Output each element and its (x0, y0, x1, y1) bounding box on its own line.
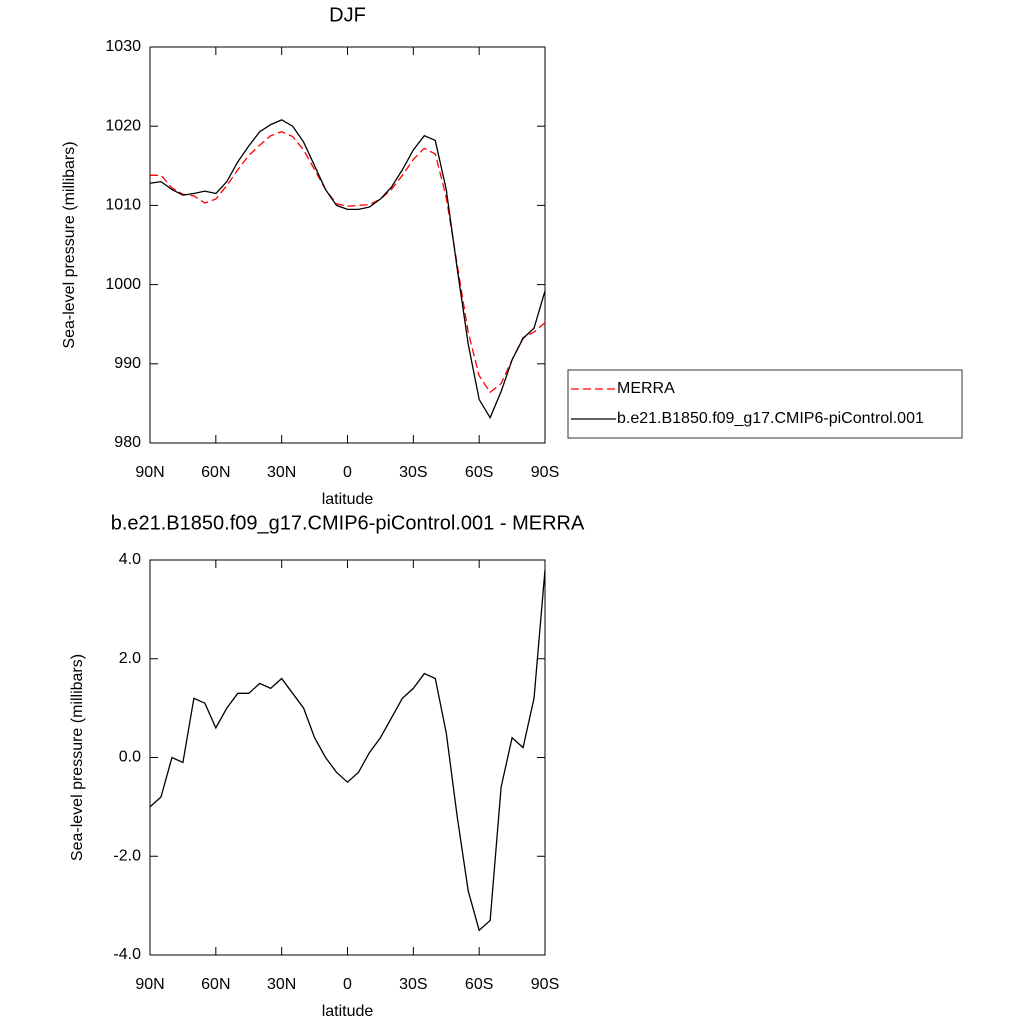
chart-title: DJF (329, 4, 366, 26)
y-tick-label: 4.0 (119, 551, 141, 568)
data-line (150, 131, 546, 394)
x-tick-label: 90N (135, 976, 164, 993)
y-axis-label: Sea-level pressure (millibars) (69, 654, 86, 861)
y-tick-label: 1010 (105, 197, 141, 214)
x-tick-label: 60S (465, 976, 493, 993)
x-tick-label: 30S (399, 464, 427, 481)
x-tick-label: 60N (201, 976, 230, 993)
x-tick-label: 90S (531, 464, 559, 481)
y-tick-label: -2.0 (113, 847, 141, 864)
x-tick-label: 30N (267, 976, 296, 993)
x-tick-label: 90S (531, 976, 559, 993)
legend-box (567, 369, 963, 439)
x-tick-label: 30N (267, 464, 296, 481)
y-tick-label: 990 (114, 355, 141, 372)
x-tick-label: 60N (201, 464, 230, 481)
y-tick-label: -4.0 (113, 946, 141, 963)
x-tick-label: 0 (343, 464, 352, 481)
plot-frame (149, 559, 546, 956)
x-tick-label: 0 (343, 976, 352, 993)
y-tick-label: 0.0 (119, 749, 141, 766)
x-tick-label: 90N (135, 464, 164, 481)
x-axis-label: latitude (322, 491, 374, 508)
y-tick-label: 1020 (105, 117, 141, 134)
plot-frame (149, 46, 546, 444)
y-axis-label: Sea-level pressure (millibars) (61, 141, 78, 348)
x-axis-label: latitude (322, 1003, 374, 1020)
data-line (149, 569, 546, 932)
y-tick-label: 1000 (105, 276, 141, 293)
chart-title: b.e21.B1850.f09_g17.CMIP6-piControl.001 … (111, 512, 585, 534)
legend-label: b.e21.B1850.f09_g17.CMIP6-piControl.001 (617, 410, 924, 427)
x-tick-label: 60S (465, 464, 493, 481)
y-tick-label: 2.0 (119, 650, 141, 667)
y-tick-label: 980 (114, 434, 141, 451)
legend-label: MERRA (617, 380, 675, 397)
x-tick-label: 30S (399, 976, 427, 993)
data-line (149, 119, 546, 420)
y-tick-label: 1030 (105, 38, 141, 55)
